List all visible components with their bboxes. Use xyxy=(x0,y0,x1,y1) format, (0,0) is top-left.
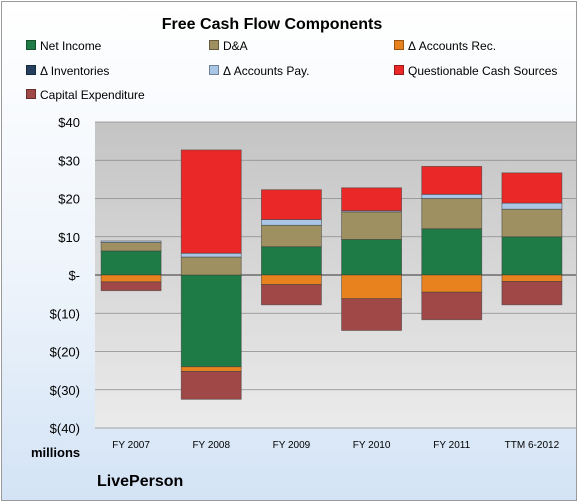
x-tick-label: FY 2011 xyxy=(433,440,470,451)
legend-swatch xyxy=(394,40,404,50)
x-tick-label: FY 2010 xyxy=(353,440,391,451)
legend-accounts-pay: Δ Accounts Pay. xyxy=(209,64,310,78)
bar-segment xyxy=(341,239,402,276)
y-tick-label: $(30) xyxy=(50,383,80,398)
bar-segment xyxy=(421,165,483,195)
x-axis-ticks: FY 2007 FY 2008 FY 2009 FY 2010 FY 2011 TTM 6… xyxy=(112,440,559,451)
legend-label: Net Income xyxy=(40,39,102,53)
y-tick-label: $(40) xyxy=(50,421,80,436)
legend-swatch xyxy=(209,40,219,50)
bar-segment xyxy=(501,208,563,238)
bar-segment xyxy=(100,250,162,276)
legend-label: D&A xyxy=(223,39,248,53)
x-tick-label: FY 2007 xyxy=(112,440,150,451)
bar-segment xyxy=(501,172,563,204)
legend-label: Capital Expenditure xyxy=(40,88,145,102)
y-tick-label: $40 xyxy=(58,115,80,130)
gridlines xyxy=(95,121,576,429)
legend-swatch xyxy=(394,65,404,75)
bar-segment xyxy=(261,219,322,226)
bar-segment xyxy=(421,274,483,293)
legend-swatch xyxy=(26,65,36,75)
units-label: millions xyxy=(31,445,81,460)
bar-segment xyxy=(421,228,483,276)
legend-inventories: Δ Inventories xyxy=(26,64,109,78)
y-tick-label: $30 xyxy=(58,153,80,168)
y-axis-ticks: $40 $30 $20 $10 $- $(10) $(20) $(30) $(40) xyxy=(50,115,80,436)
bar-segment xyxy=(180,370,242,400)
legend-swatch xyxy=(26,40,36,50)
legend-label: Δ Accounts Pay. xyxy=(223,64,310,78)
x-tick-label: FY 2009 xyxy=(273,440,311,451)
bars xyxy=(100,149,563,400)
bar-segment xyxy=(421,198,483,230)
x-tick-label: TTM 6-2012 xyxy=(505,440,560,451)
legend-questionable-cash: Questionable Cash Sources xyxy=(394,64,557,78)
legend-da: D&A xyxy=(209,39,248,53)
y-tick-label: $- xyxy=(68,268,80,283)
legend-swatch xyxy=(209,65,219,75)
bar-segment xyxy=(261,189,322,220)
bar-segment xyxy=(421,291,483,321)
bar-segment xyxy=(501,281,563,306)
y-tick-label: $10 xyxy=(58,230,80,245)
bar-segment xyxy=(180,274,242,368)
y-tick-label: $20 xyxy=(58,192,80,207)
bar-segment xyxy=(100,240,162,243)
y-tick-label: $(10) xyxy=(50,306,80,321)
legend-label: Δ Accounts Rec. xyxy=(408,39,497,53)
bar-segment xyxy=(100,281,162,292)
bar-segment xyxy=(100,242,162,252)
bar-segment xyxy=(501,236,563,276)
bar-segment xyxy=(341,211,402,240)
bar-segment xyxy=(341,187,402,212)
bar-segment xyxy=(261,274,322,285)
bar-segment xyxy=(261,224,322,248)
legend-accounts-rec: Δ Accounts Rec. xyxy=(394,39,496,53)
bar-segment xyxy=(341,298,402,331)
bar-segment xyxy=(421,193,483,199)
bar-segment xyxy=(100,274,162,283)
bar-segment xyxy=(180,256,242,276)
bar-segment xyxy=(180,149,242,254)
y-tick-label: $(20) xyxy=(50,345,80,360)
x-tick-label: FY 2008 xyxy=(192,440,230,451)
bar-segment xyxy=(261,246,322,276)
bar-segment xyxy=(341,274,402,300)
legend-capital-expenditure: Capital Expenditure xyxy=(26,88,145,102)
company-label: LivePerson xyxy=(97,473,184,490)
bar-segment xyxy=(180,366,242,372)
legend-swatch xyxy=(26,89,36,99)
bar-segment xyxy=(180,252,242,258)
chart-title: Free Cash Flow Components xyxy=(161,16,383,33)
legend-label: Δ Inventories xyxy=(40,64,110,78)
legend-label: Questionable Cash Sources xyxy=(408,64,558,78)
bar-segment xyxy=(501,274,563,282)
bar-segment xyxy=(261,284,322,306)
bar-segment xyxy=(501,202,563,210)
legend-net-income: Net Income xyxy=(26,39,101,53)
